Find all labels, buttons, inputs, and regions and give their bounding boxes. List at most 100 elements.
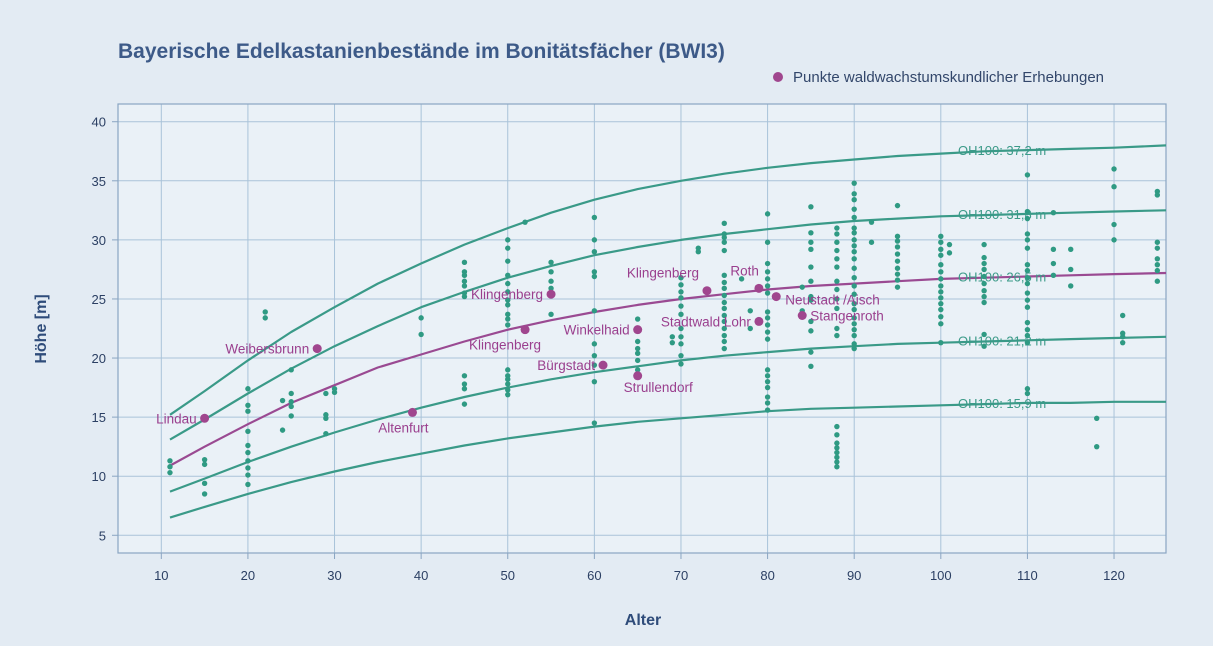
bwi-point [851, 300, 857, 307]
y-axis-ticks: 5 10 15 20 25 30 35 40 [92, 115, 118, 543]
survey-point [598, 360, 608, 370]
bwi-point [1024, 261, 1031, 268]
bwi-point [1024, 231, 1031, 237]
bwi-points [167, 166, 1161, 497]
bwi-point [505, 297, 511, 303]
bwi-point [323, 390, 329, 397]
survey-point-label: Strullendorf [624, 380, 693, 395]
bwi-point [245, 449, 251, 456]
site-index-curve [169, 209, 1167, 441]
bwi-point [834, 286, 840, 293]
x-tick-label: 20 [241, 568, 255, 583]
chart-title: Bayerische Edelkastanienbestände im Boni… [118, 40, 725, 63]
bwi-point [764, 400, 771, 406]
bwi-point [245, 428, 251, 434]
y-tick-label: 40 [92, 115, 106, 130]
bwi-point [834, 325, 840, 332]
bwi-point [938, 313, 944, 320]
bwi-point [946, 241, 953, 248]
bwi-point [938, 246, 944, 253]
bwi-point [1024, 245, 1031, 251]
bwi-point [938, 295, 944, 301]
legend: Punkte waldwachstumskundlicher Erhebunge… [773, 69, 1104, 86]
bwi-point [1154, 256, 1161, 262]
bwi-point [721, 332, 727, 339]
bwi-point [938, 252, 944, 258]
bwi-point [747, 308, 753, 314]
survey-point-label: Klingenberg [469, 338, 541, 353]
bwi-point [808, 318, 814, 325]
bwi-point [894, 258, 901, 264]
bwi-point [764, 260, 771, 267]
bwi-point [1154, 245, 1161, 251]
bwi-point [851, 180, 857, 186]
bwi-point [834, 459, 840, 465]
bwi-point [808, 264, 814, 270]
bwi-point [461, 386, 468, 392]
bwi-point [851, 326, 857, 333]
x-tick-label: 110 [1017, 568, 1038, 583]
y-tick-label: 15 [92, 410, 106, 425]
bwi-point [938, 306, 944, 313]
bwi-point [894, 202, 901, 209]
bwi-point [505, 376, 511, 383]
bwi-point [808, 239, 814, 245]
bwi-point [1024, 304, 1031, 310]
survey-point [407, 407, 417, 417]
bwi-point [981, 343, 987, 349]
bwi-point [167, 458, 173, 464]
curve-label: OH100: 21,2 m [958, 333, 1046, 348]
bwi-point [808, 297, 814, 303]
bwi-point [461, 373, 468, 379]
bwi-point [764, 322, 771, 328]
bwi-point [938, 233, 944, 240]
site-index-curves: OH100: 37,2 m OH100: 31,8 m OH100: 26,5 m O… [169, 143, 1167, 519]
bwi-point [245, 442, 251, 449]
bwi-point [721, 325, 727, 332]
bwi-point [634, 316, 641, 322]
bwi-point [721, 292, 727, 299]
bwi-point [548, 269, 554, 275]
bwi-point [894, 271, 901, 277]
bwi-point [1024, 274, 1031, 281]
bwi-point [721, 299, 727, 306]
legend-label: Punkte waldwachstumskundlicher Erhebunge… [793, 69, 1104, 86]
bwi-point [799, 284, 805, 290]
bwi-point [851, 225, 857, 231]
bwi-point [548, 285, 554, 292]
bwi-point [981, 260, 987, 267]
bwi-point [1154, 278, 1161, 284]
survey-point-label: Bürgstadt [537, 358, 595, 373]
bwi-point [721, 312, 727, 319]
bwi-point [764, 367, 771, 373]
curve-label: OH100: 31,8 m [958, 207, 1046, 222]
bwi-point [721, 247, 727, 254]
x-tick-label: 40 [414, 568, 428, 583]
bwi-point [505, 381, 511, 387]
bwi-point [1050, 272, 1057, 279]
survey-point [754, 283, 764, 293]
bwi-point [764, 336, 771, 342]
bwi-point [834, 231, 840, 237]
bwi-point [634, 367, 641, 373]
x-tick-label: 80 [760, 568, 774, 583]
bwi-point [1111, 184, 1117, 190]
bwi-point [1024, 339, 1031, 346]
x-tick-label: 60 [587, 568, 601, 583]
bwi-point [1068, 246, 1074, 253]
bwi-point [834, 278, 840, 284]
bwi-point [522, 219, 528, 225]
y-tick-label: 10 [92, 469, 106, 484]
bwi-point [167, 469, 173, 476]
bwi-point [868, 219, 875, 225]
bwi-point [834, 264, 840, 270]
survey-point-label: Altenfurt [378, 420, 429, 435]
bwi-point [868, 239, 875, 245]
bwi-point [591, 237, 598, 243]
bwi-point [634, 338, 641, 345]
bwi-point [461, 278, 468, 284]
bwi-point [834, 256, 840, 262]
bwi-point [808, 246, 814, 253]
survey-point [633, 325, 643, 335]
bwi-point [851, 291, 857, 297]
